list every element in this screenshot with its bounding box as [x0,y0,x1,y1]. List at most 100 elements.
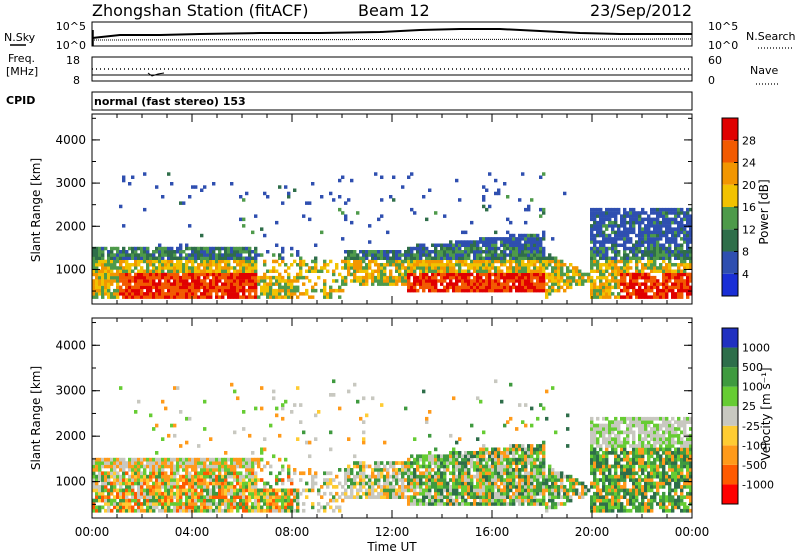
velocity-data-cell [383,485,387,489]
power-data-cell [656,240,660,244]
power-data-cell [149,259,153,264]
power-data-cell [266,195,270,199]
power-data-cell [614,279,618,283]
velocity-data-cell [536,471,540,476]
power-data-cell [662,246,666,251]
velocity-data-cell [479,471,483,476]
power-data-cell [221,259,225,264]
velocity-data-cell [494,502,498,506]
power-data-cell [248,275,252,280]
power-data-cell [644,275,648,280]
velocity-data-cell [251,485,255,489]
power-data-cell [503,285,507,290]
power-data-cell [179,279,183,283]
power-data-cell [122,288,126,293]
velocity-data-cell [149,461,153,465]
power-data-cell [536,237,540,241]
velocity-data-cell [482,491,486,496]
power-data-cell [116,295,120,299]
velocity-data-cell [449,485,453,489]
power-data-cell [239,259,243,264]
power-data-cell [473,253,477,257]
velocity-data-cell [509,488,513,493]
velocity-data-cell [194,508,198,513]
power-data-cell [458,256,462,260]
nave-tick-lo: 0 [708,74,715,87]
velocity-data-cell [524,461,528,465]
velocity-data-cell [518,461,522,465]
velocity-data-cell [293,471,297,476]
power-data-cell [185,295,189,299]
velocity-data-cell [440,461,444,465]
velocity-data-cell [485,457,489,462]
velocity-data-cell [113,464,117,469]
power-data-cell [239,253,243,257]
power-data-cell [269,285,273,290]
velocity-data-cell [491,474,495,479]
velocity-data-cell [206,488,210,493]
power-data-cell [365,250,369,254]
power-data-cell [527,279,531,283]
power-data-cell [194,256,198,260]
power-data-cell [374,279,378,283]
power-data-cell [134,256,138,260]
power-data-cell [164,272,168,277]
velocity-data-cell [590,481,594,486]
power-data-cell [602,275,606,280]
velocity-data-cell [173,481,177,486]
velocity-data-cell [329,505,333,510]
power-data-cell [215,253,219,257]
velocity-data-cell [392,495,396,499]
power-data-cell [164,295,168,299]
power-data-cell [95,295,99,299]
velocity-data-cell [191,464,195,469]
velocity-data-cell [515,464,519,469]
power-data-cell [128,279,132,283]
velocity-data-cell [521,457,525,462]
power-data-cell [413,211,417,215]
power-data-cell [161,250,165,254]
velocity-data-cell [434,461,438,465]
power-data-cell [134,253,138,257]
power-data-cell [110,292,114,296]
velocity-data-cell [155,471,159,476]
power-data-cell [689,259,693,264]
power-data-cell [128,285,132,290]
velocity-data-cell [137,478,141,482]
velocity-data-cell [470,474,474,479]
velocity-data-cell [476,464,480,469]
velocity-data-cell [119,502,123,506]
power-data-cell [683,272,687,277]
velocity-data-cell [260,508,264,513]
power-data-cell [320,288,324,293]
power-data-cell [656,207,660,212]
power-data-cell [182,279,186,283]
power-data-cell [617,266,621,270]
velocity-data-cell [590,440,594,445]
velocity-data-cell [428,485,432,489]
power-data-cell [272,259,276,264]
power-data-cell [437,288,441,293]
power-data-cell [638,214,642,218]
power-data-cell [197,282,201,286]
power-data-cell [443,253,447,257]
power-data-cell [437,272,441,277]
power-data-cell [479,275,483,280]
power-data-cell [185,259,189,264]
power-data-cell [251,288,255,293]
velocity-data-cell [167,461,171,465]
power-data-cell [686,266,690,270]
velocity-data-cell [233,389,237,394]
power-data-cell [677,266,681,270]
power-data-cell [545,266,549,270]
velocity-data-cell [131,481,135,486]
velocity-data-cell [116,461,120,465]
power-data-cell [617,279,621,283]
power-data-cell [626,288,630,293]
velocity-data-cell [104,471,108,476]
power-data-cell [593,240,597,244]
power-data-cell [635,282,639,286]
power-data-cell [410,263,414,267]
power-data-cell [617,250,621,254]
velocity-data-cell [377,461,381,465]
